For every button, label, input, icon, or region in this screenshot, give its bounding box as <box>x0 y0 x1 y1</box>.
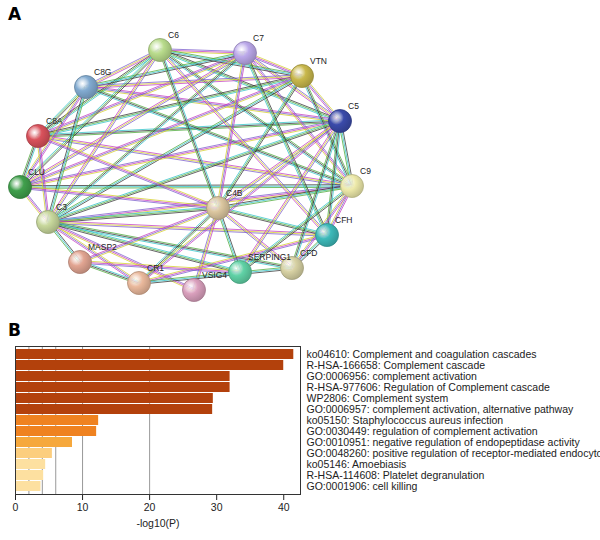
svg-text:CLU: CLU <box>28 167 45 177</box>
svg-text:R-HSA-166658: Complement casca: R-HSA-166658: Complement cascade <box>306 358 486 371</box>
svg-text:ko04610: Complement and coagul: ko04610: Complement and coagulation casc… <box>306 347 537 360</box>
svg-text:R-HSA-114608: Platelet degranu: R-HSA-114608: Platelet degranulation <box>306 468 485 481</box>
svg-text:SERPING1: SERPING1 <box>248 252 291 262</box>
svg-text:ko05146: Amoebiasis: ko05146: Amoebiasis <box>306 457 407 470</box>
svg-text:WP2806: Complement system: WP2806: Complement system <box>306 391 449 404</box>
svg-text:GO:0001906: cell killing: GO:0001906: cell killing <box>307 480 418 492</box>
svg-text:40: 40 <box>278 501 290 513</box>
svg-text:10: 10 <box>77 501 89 513</box>
svg-text:ko05150: Staphylococcus aureus: ko05150: Staphylococcus aureus infection <box>306 413 504 426</box>
svg-text:C8A: C8A <box>46 116 63 126</box>
svg-text:GO:0006957: complement activat: GO:0006957: complement activation, alter… <box>306 402 574 415</box>
svg-text:C8G: C8G <box>94 67 111 77</box>
svg-text:-log10(P): -log10(P) <box>136 517 179 529</box>
html-text:B: B <box>8 320 21 340</box>
svg-text:CR1: CR1 <box>147 263 164 273</box>
svg-text:A: A <box>8 4 22 24</box>
svg-text:MASP2: MASP2 <box>88 242 117 252</box>
svg-text:C7: C7 <box>253 33 264 43</box>
svg-text:C3: C3 <box>56 202 67 212</box>
svg-text:VTN: VTN <box>310 56 327 66</box>
svg-text:CFD: CFD <box>300 248 317 258</box>
svg-text:CFH: CFH <box>335 215 352 225</box>
svg-text:C9: C9 <box>360 166 371 176</box>
svg-text:30: 30 <box>211 501 223 513</box>
svg-text:GO:0010951: negative regulatio: GO:0010951: negative regulation of endop… <box>306 435 580 448</box>
svg-text:C6: C6 <box>168 30 179 40</box>
svg-text:C5: C5 <box>348 101 359 111</box>
svg-text:GO:0030449: regulation of comp: GO:0030449: regulation of complement act… <box>306 424 538 437</box>
svg-text:GO:0006956: complement activat: GO:0006956: complement activation <box>306 369 477 382</box>
svg-text:R-HSA-977606: Regulation of Co: R-HSA-977606: Regulation of Complement c… <box>306 380 550 393</box>
svg-text:C4B: C4B <box>226 188 243 198</box>
svg-text:VSIG4: VSIG4 <box>202 270 227 280</box>
svg-text:20: 20 <box>144 501 156 513</box>
svg-text:0: 0 <box>13 501 19 513</box>
